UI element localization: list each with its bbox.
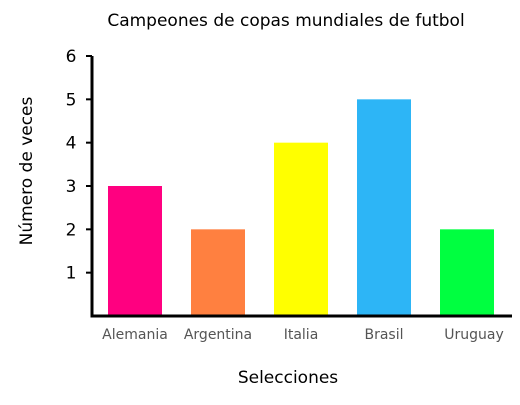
x-tick-label: Argentina: [184, 327, 252, 343]
x-axis-label: Selecciones: [238, 368, 338, 388]
bar-argentina: [191, 229, 245, 316]
y-axis-label: Número de veces: [17, 96, 37, 245]
x-tick-label: Alemania: [102, 327, 168, 343]
y-tick-label: 1: [66, 264, 77, 284]
bars-group: [108, 99, 494, 316]
x-tick-group: Alemania Argentina Italia Brasil Uruguay: [102, 327, 504, 343]
bar-uruguay: [440, 229, 494, 316]
bar-brasil: [357, 99, 411, 316]
chart-title: Campeones de copas mundiales de futbol: [107, 11, 464, 31]
y-tick-label: 3: [66, 177, 77, 197]
y-tick-group: 1 2 3 4 5 6: [66, 47, 92, 284]
y-tick-label: 6: [66, 47, 77, 67]
x-tick-label: Italia: [284, 327, 319, 343]
bar-italia: [274, 142, 328, 316]
y-tick-label: 5: [66, 90, 77, 110]
y-tick-label: 4: [66, 134, 77, 154]
bar-alemania: [108, 186, 162, 316]
y-tick-label: 2: [66, 220, 77, 240]
x-tick-label: Brasil: [364, 327, 403, 343]
x-tick-label: Uruguay: [444, 327, 504, 343]
